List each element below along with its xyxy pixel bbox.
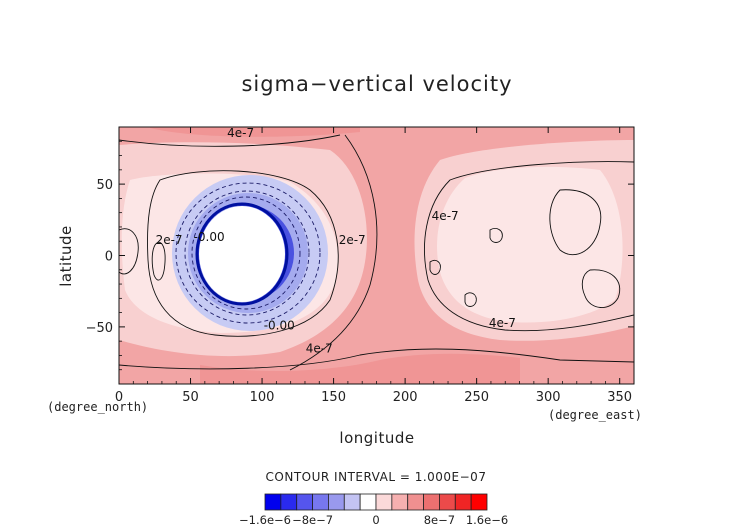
colorbar-swatch — [423, 493, 440, 511]
colorbar-tick-label: −8e−7 — [292, 513, 333, 527]
negative-contour — [191, 196, 301, 310]
contour-line — [147, 170, 339, 337]
undefined-region-edge — [195, 202, 289, 306]
colorbar-swatch — [328, 493, 345, 511]
negative-contours — [175, 182, 321, 324]
y-tick-label: −50 — [86, 321, 113, 336]
y-axis: −50 0 50 — [86, 140, 634, 371]
contour-label: 4e-7 — [306, 342, 333, 356]
contour-line — [151, 241, 166, 281]
contour-line — [289, 134, 378, 371]
undefined-region — [199, 206, 285, 302]
x-tick-label: 250 — [464, 390, 489, 405]
contour-field — [119, 127, 634, 384]
colorbar-swatch — [470, 493, 488, 511]
colorbar-swatch — [264, 493, 282, 511]
contour-label: 2e-7 — [339, 233, 366, 247]
x-axis: 0 50 100 150 200 250 300 350 — [115, 127, 632, 405]
contour-line — [119, 134, 341, 147]
colorbar-swatch — [439, 493, 456, 511]
contour-line — [581, 269, 621, 308]
contour-interval: CONTOUR INTERVAL = 1.000E−07 — [266, 470, 487, 484]
colorbar — [264, 493, 488, 511]
contour-label: -0.00 — [264, 319, 295, 333]
contour-line — [549, 189, 602, 256]
chart-title: sigma−vertical velocity — [241, 72, 512, 96]
x-tick-label: 0 — [115, 390, 123, 405]
contour-label: 4e-7 — [432, 209, 459, 223]
colorbar-swatch — [343, 493, 361, 511]
colorbar-swatch — [407, 493, 424, 511]
negative-contour — [184, 190, 310, 316]
x-axis-unit: (degree_east) — [548, 408, 642, 422]
colorbar-swatch — [359, 493, 377, 511]
field-streak-south-band — [200, 353, 520, 384]
colorbar-swatch — [375, 493, 393, 511]
field-streak-north-band — [150, 127, 360, 137]
x-tick-label: 100 — [250, 390, 275, 405]
contour-label: -0.00 — [194, 230, 225, 244]
x-tick-label: 350 — [607, 390, 632, 405]
contour-lines — [119, 134, 634, 371]
contour-labels: 4e-7 4e-7 2e-7 2e-7 4e-7 4e-7 -0.00 -0.00 — [156, 126, 516, 356]
x-tick-label: 150 — [321, 390, 346, 405]
colorbar-ticks: −1.6e−6 −8e−7 0 8e−7 1.6e−6 — [239, 513, 508, 527]
colorbar-tick-label: −1.6e−6 — [239, 513, 291, 527]
colorbar-swatch — [312, 493, 329, 511]
x-tick-label: 50 — [182, 390, 199, 405]
colorbar-swatch — [296, 493, 313, 511]
contour-line — [119, 348, 634, 370]
x-tick-label: 300 — [536, 390, 561, 405]
contour-label: 4e-7 — [227, 126, 254, 140]
colorbar-tick-label: 8e−7 — [424, 513, 455, 527]
contour-line — [424, 161, 634, 332]
contour-line — [464, 292, 477, 307]
contour-line — [429, 259, 441, 275]
colorbar-swatch — [391, 493, 409, 511]
colorbar-swatch — [280, 493, 298, 511]
y-tick-label: 50 — [96, 178, 113, 193]
colorbar-swatch — [454, 493, 472, 511]
y-tick-label: 0 — [105, 250, 113, 265]
colorbar-tick-label: 0 — [372, 513, 379, 527]
contour-label: 2e-7 — [156, 233, 183, 247]
field-region-lighter-east — [437, 166, 623, 323]
negative-contour — [175, 182, 321, 324]
colorbar-tick-label: 1.6e−6 — [466, 513, 508, 527]
y-axis-unit: (degree_north) — [47, 400, 148, 414]
x-tick-label: 200 — [393, 390, 418, 405]
y-axis-label: latitude — [57, 225, 75, 287]
x-axis-label: longitude — [339, 429, 414, 447]
contour-label: 4e-7 — [489, 316, 516, 330]
contour-line — [119, 228, 139, 275]
contour-line — [489, 227, 503, 243]
